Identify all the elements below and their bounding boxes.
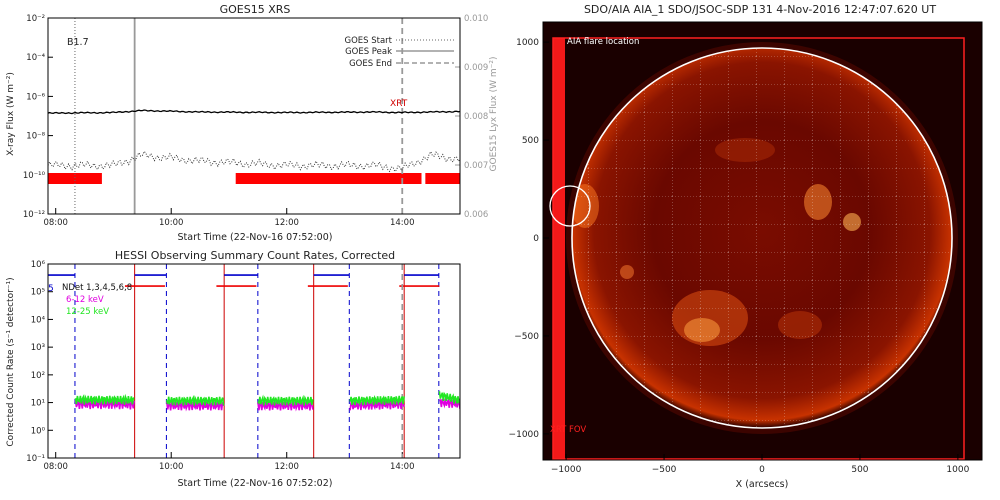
goes-title: GOES15 XRS [220, 3, 291, 16]
legend-ndet: NDet 1,3,4,5,6,8 [62, 283, 132, 293]
goes-left-tick-label: 10⁻⁶ [26, 92, 45, 102]
goes-left-tick-label: 10⁻¹² [23, 210, 45, 220]
goes-xrt-bars [48, 173, 460, 184]
aia-y-tick-labels: 1000 500 0 −500 −1000 [509, 38, 549, 440]
goes-x-tick-label: 12:00 [274, 218, 299, 228]
hessi-x-tick-label: 08:00 [43, 462, 68, 472]
aia-panel: SDO/AIA AIA_1 SDO/JSOC-SDP 131 4-Nov-201… [509, 3, 983, 490]
hessi-y-tick-label: 10⁵ [31, 288, 45, 298]
goes-panel: GOES15 XRS X-ray Flux (W m⁻²) GOES15 Lyx… [6, 3, 499, 243]
legend-goes-end: GOES End [349, 59, 392, 69]
goes-plot-frame [47, 17, 461, 215]
legend-6-12kev: 6-12 keV [66, 295, 104, 305]
aia-title: SDO/AIA AIA_1 SDO/JSOC-SDP 131 4-Nov-201… [584, 3, 936, 16]
goes-x-tick-label: 08:00 [43, 218, 68, 228]
aia-fov-label: XRT FOV [550, 425, 586, 435]
aia-flare-label: AIA flare location [567, 37, 639, 47]
goes-left-tick-label: 10⁻⁴ [26, 53, 45, 63]
hessi-y-tick-labels: 10⁶ 10⁵ 10⁴ 10³ 10² 10¹ 10⁰ 10⁻¹ [26, 260, 53, 464]
aia-xrt-strip [553, 38, 565, 460]
hessi-x-tick-label: 10:00 [159, 462, 184, 472]
aia-x-tick-labels: −1000 −500 0 500 1000 [551, 454, 970, 475]
hessi-plot-frame [47, 263, 461, 459]
aia-x-tick-label: −1000 [551, 465, 582, 475]
hessi-x-tick-labels: 08:00 10:00 12:00 14:00 [43, 452, 414, 472]
goes-left-tick-label: 10⁻⁸ [26, 132, 45, 142]
hessi-12-25kev-series [74, 391, 460, 407]
goes-high-channel-series [48, 109, 460, 115]
goes-right-tick-label: 0.010 [464, 14, 488, 24]
hessi-y-tick-label: 10¹ [31, 399, 45, 409]
aia-y-tick-label: 500 [522, 136, 539, 146]
goes-left-tick-label: 10⁻² [26, 14, 45, 24]
aia-limb-circle [571, 47, 953, 429]
goes-right-tick-label: 0.006 [464, 210, 488, 220]
goes-class-label: B1.7 [67, 37, 89, 48]
hessi-x-tick-label: 12:00 [274, 462, 299, 472]
aia-y-tick-label: −500 [514, 332, 539, 342]
goes-ylabel-left: X-ray Flux (W m⁻²) [6, 72, 16, 156]
goes-xrt-bar [48, 173, 102, 184]
aia-y-tick-label: 1000 [516, 38, 539, 48]
aia-y-tick-label: 0 [533, 234, 539, 244]
hessi-y-tick-label: 10⁴ [31, 315, 46, 325]
goes-right-tick-label: 0.009 [464, 63, 488, 73]
hessi-y-tick-label: 10⁰ [31, 426, 46, 436]
hessi-x-tick-label: 14:00 [390, 462, 415, 472]
hessi-legend-marker: 5 [48, 284, 54, 294]
goes-xrt-bar [425, 173, 460, 184]
goes-legend: GOES Start GOES Peak GOES End [344, 36, 454, 69]
aia-flare-circle [549, 185, 591, 227]
aia-x-tick-label: 1000 [946, 465, 969, 475]
goes-x-tick-label: 10:00 [159, 218, 184, 228]
aia-xlabel: X (arcsecs) [736, 479, 789, 490]
goes-xlabel: Start Time (22-Nov-16 07:52:00) [178, 232, 333, 243]
goes-left-tick-label: 10⁻¹⁰ [23, 171, 46, 181]
legend-goes-start: GOES Start [344, 36, 392, 46]
aia-active-regions [572, 48, 952, 428]
aia-xrt-fov-box [552, 37, 965, 460]
aia-x-tick-label: 0 [759, 465, 765, 475]
aia-x-tick-label: −500 [652, 465, 677, 475]
goes-xrt-bar [235, 173, 422, 184]
goes-right-tick-label: 0.008 [464, 112, 488, 122]
goes-ylabel-right: GOES15 Lyx Flux (W m⁻²) [489, 57, 499, 172]
goes-xrt-label: XRT [390, 99, 408, 109]
legend-12-25kev: 12-25 keV [66, 307, 109, 317]
hessi-y-tick-label: 10³ [31, 343, 45, 353]
goes-x-tick-labels: 08:00 10:00 12:00 14:00 [43, 208, 414, 228]
hessi-title: HESSI Observing Summary Count Rates, Cor… [115, 249, 395, 262]
hessi-y-tick-label: 10⁻¹ [26, 454, 45, 464]
hessi-panel: HESSI Observing Summary Count Rates, Cor… [6, 249, 461, 489]
aia-x-tick-label: 500 [851, 465, 868, 475]
goes-right-tick-label: 0.007 [464, 161, 488, 171]
legend-goes-peak: GOES Peak [345, 47, 392, 57]
hessi-y-tick-label: 10² [31, 371, 45, 381]
goes-low-channel-series [48, 150, 460, 173]
goes-x-tick-label: 14:00 [390, 218, 415, 228]
hessi-ylabel: Corrected Count Rate (s⁻¹ detector⁻¹) [6, 277, 16, 446]
hessi-xlabel: Start Time (22-Nov-16 07:52:02) [178, 478, 333, 489]
hessi-y-tick-label: 10⁶ [31, 260, 46, 270]
hessi-legend: 5 NDet 1,3,4,5,6,8 6-12 keV 12-25 keV [48, 283, 132, 317]
hessi-interval-lines [48, 264, 440, 458]
aia-y-tick-label: −1000 [509, 430, 540, 440]
